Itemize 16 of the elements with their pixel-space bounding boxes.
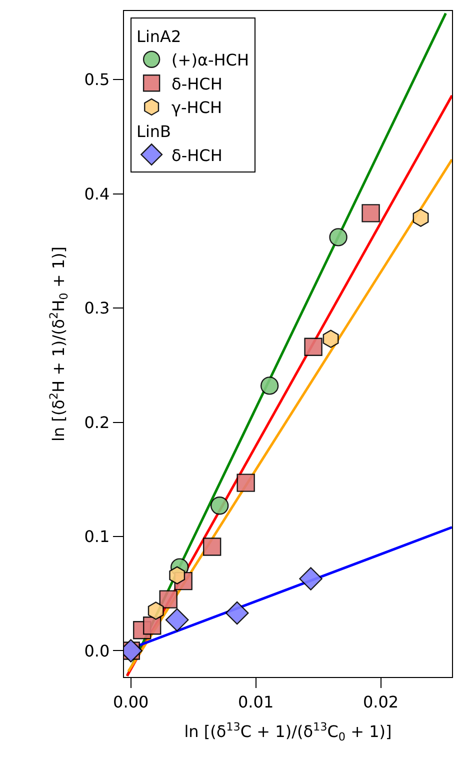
y-tick-label: 0.3 xyxy=(84,298,110,318)
y-tick-label: 0.2 xyxy=(84,412,110,432)
legend-label: γ-HCH xyxy=(172,98,222,118)
x-tick-label: 0.02 xyxy=(362,692,399,712)
legend-label: δ-HCH xyxy=(172,146,222,165)
x-axis-title: ln [(δ$^{13}$C + 1)/(δ$^{13}$C$_{0}$ + 1)] xyxy=(184,720,392,744)
legend-label: δ-HCH xyxy=(172,74,222,94)
annotation: LinA2 xyxy=(136,26,182,46)
legend-label: (+)α-HCH xyxy=(172,50,250,70)
y-tick-label: 0.1 xyxy=(84,527,110,546)
x-tick-label: 0.00 xyxy=(113,692,149,712)
y-tick-label: 0.4 xyxy=(84,184,110,204)
x-tick-label: 0.01 xyxy=(238,692,274,712)
y-tick-label: 0.5 xyxy=(84,70,110,90)
y-tick-label: 0.0 xyxy=(84,641,110,660)
annotation: LinB xyxy=(136,122,172,141)
